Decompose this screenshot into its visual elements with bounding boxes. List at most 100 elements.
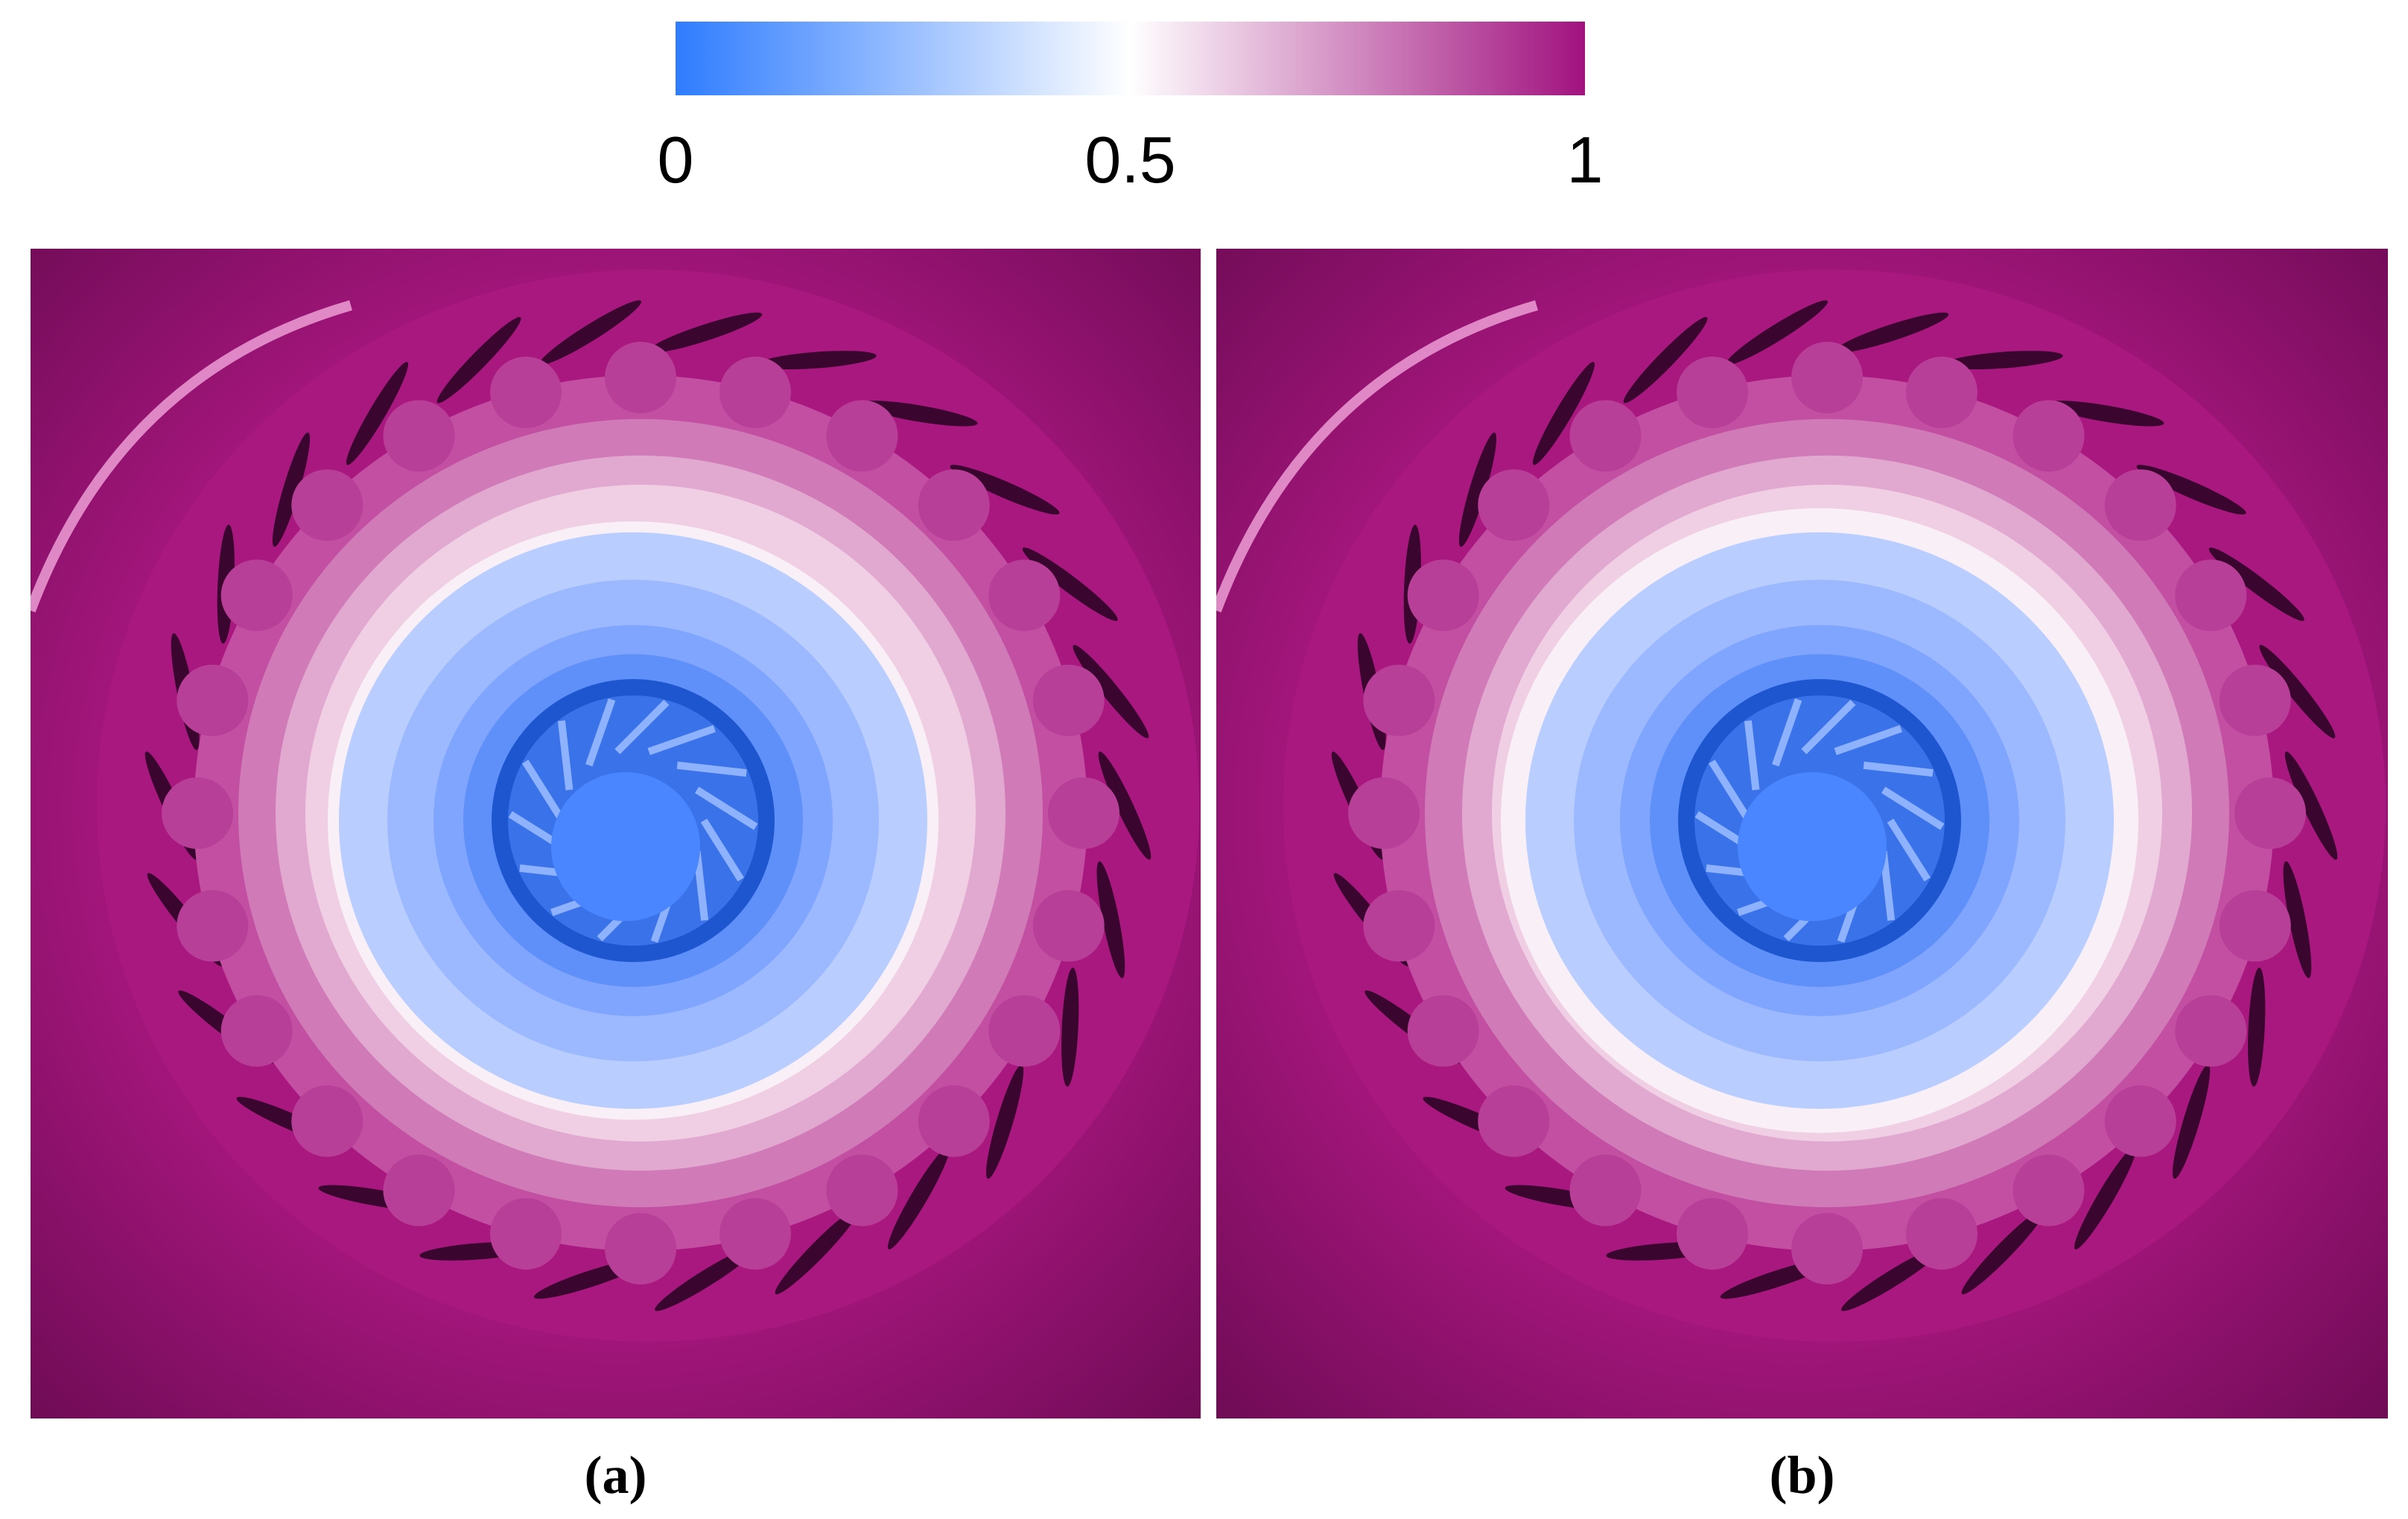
contour-tooth	[291, 469, 363, 541]
contour-tooth	[177, 890, 249, 962]
contour-tooth	[719, 356, 791, 428]
blade	[2284, 751, 2338, 860]
blade	[1022, 547, 1118, 621]
panel-image	[1216, 249, 2388, 1418]
impeller-blade	[694, 786, 758, 830]
blade	[539, 300, 642, 365]
blade	[2136, 465, 2246, 515]
contour-tooth	[1677, 356, 1749, 428]
blade	[649, 312, 763, 353]
contour-tooth	[918, 1085, 990, 1157]
contour-tooth	[918, 469, 990, 541]
blade	[272, 432, 311, 547]
contour-tooth	[988, 559, 1061, 631]
impeller-blade	[521, 760, 566, 823]
panel-image	[31, 249, 1201, 1418]
contour-tooth	[605, 342, 676, 413]
impeller-blade	[647, 725, 716, 756]
contour-tooth	[1905, 356, 1977, 428]
impeller-blade	[557, 720, 574, 791]
contour-tooth	[1569, 1154, 1642, 1226]
blade	[1096, 861, 1125, 978]
contour-tooth	[826, 400, 898, 472]
contour-tooth	[291, 1085, 363, 1157]
contour-tooth	[220, 559, 293, 631]
colorbar	[676, 22, 1585, 95]
highlight	[31, 300, 352, 613]
impeller-blade	[676, 761, 747, 777]
colorbar-tick-label: 0	[658, 123, 694, 197]
contour-tooth	[2104, 469, 2176, 541]
blade	[2248, 967, 2266, 1087]
colorbar-tick-label: 1	[1567, 123, 1604, 197]
impeller-blade	[1881, 786, 1945, 830]
blade	[1944, 351, 2063, 370]
blade	[1835, 312, 1949, 353]
contour-tooth	[719, 1198, 791, 1270]
shaft	[1738, 772, 1887, 921]
blade	[654, 1246, 757, 1311]
blade	[1458, 432, 1497, 547]
contour-tooth	[605, 1213, 676, 1284]
blade	[2172, 1064, 2211, 1179]
contour-tooth	[1791, 1213, 1863, 1284]
impeller-blade	[614, 699, 670, 754]
contour-tooth	[1407, 559, 1479, 631]
blade	[887, 1146, 950, 1249]
panel-caption: (b)	[1770, 1445, 1835, 1505]
blade	[1726, 300, 1829, 365]
contour-tooth	[1677, 1198, 1749, 1270]
contour-tooth	[826, 1154, 898, 1226]
contour-tooth	[2219, 890, 2291, 962]
blade	[1623, 316, 1708, 404]
blade	[1961, 1208, 2046, 1295]
contour-tooth	[2013, 1154, 2085, 1226]
blade	[950, 465, 1060, 515]
impeller-blade	[1708, 760, 1753, 823]
impeller-blade	[700, 818, 745, 882]
contour-tooth	[1363, 664, 1435, 736]
contour-tooth	[162, 777, 233, 849]
contour-tooth	[177, 664, 249, 736]
contour-tooth	[383, 400, 455, 472]
impeller-blade	[585, 698, 616, 767]
contour-tooth	[1905, 1198, 1977, 1270]
impeller-blade	[1801, 699, 1856, 754]
blade	[2074, 1146, 2137, 1249]
contour-tooth	[1478, 469, 1550, 541]
contour-tooth	[1569, 400, 1642, 472]
highlight	[1216, 300, 1538, 613]
blade	[2208, 547, 2304, 621]
impeller-blade	[1744, 720, 1760, 791]
blade	[1532, 362, 1595, 465]
blade	[1061, 967, 1079, 1087]
panel-caption: (a)	[585, 1445, 647, 1505]
contour-tooth	[1791, 342, 1863, 413]
contour-tooth	[2175, 995, 2247, 1067]
contour-tooth	[1048, 777, 1119, 849]
contour-tooth	[1407, 995, 1479, 1067]
blade	[2259, 645, 2336, 739]
impeller-blade	[1887, 818, 1931, 882]
contour-tooth	[490, 1198, 562, 1270]
contour-tooth	[1363, 890, 1435, 962]
contour-tooth	[2234, 777, 2306, 849]
blade	[346, 362, 409, 465]
shaft	[551, 772, 700, 921]
colorbar-tick-label: 0.5	[1084, 123, 1175, 197]
blade	[436, 316, 521, 404]
blade	[757, 351, 877, 370]
blade	[860, 401, 978, 427]
contour-tooth	[988, 995, 1061, 1067]
contour-tooth	[2175, 559, 2247, 631]
blade	[1073, 645, 1149, 739]
blade	[2046, 401, 2164, 427]
contour-tooth	[220, 995, 293, 1067]
contour-tooth	[1032, 664, 1105, 736]
contour-tooth	[2104, 1085, 2176, 1157]
impeller-blade	[1772, 698, 1802, 767]
blade	[1840, 1246, 1943, 1311]
contour-tooth	[2013, 400, 2085, 472]
